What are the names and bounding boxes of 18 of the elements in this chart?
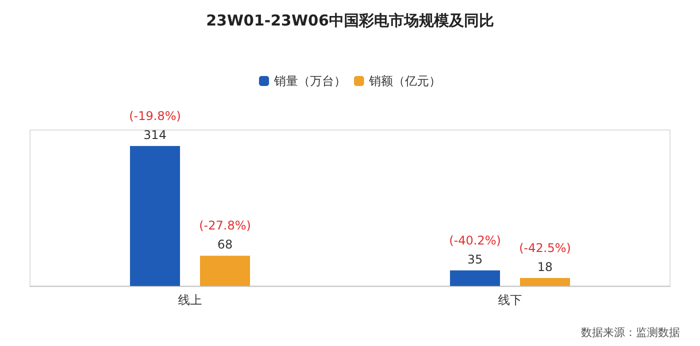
data-label: 18 [537,260,553,274]
chart-title: 23W01-23W06中国彩电市场规模及同比 [206,12,494,30]
bar [520,278,570,286]
legend-label: 销量（万台） [273,74,346,88]
x-tick-label: 线上 [178,293,202,307]
annotation: (-27.8%) [199,218,251,233]
data-label: 314 [144,128,166,142]
x-tick-label: 线下 [498,293,522,307]
annotation: (-42.5%) [519,240,571,255]
data-label: 35 [467,252,483,266]
source-note: 数据来源：监测数据 [581,326,680,339]
annotation: (-40.2%) [449,233,501,248]
bar [200,256,250,286]
text: (-19.8%) [129,109,181,124]
data-label: 68 [217,238,233,252]
bar [450,270,500,286]
legend-label: 销额（亿元） [368,74,441,88]
bar [130,146,180,286]
